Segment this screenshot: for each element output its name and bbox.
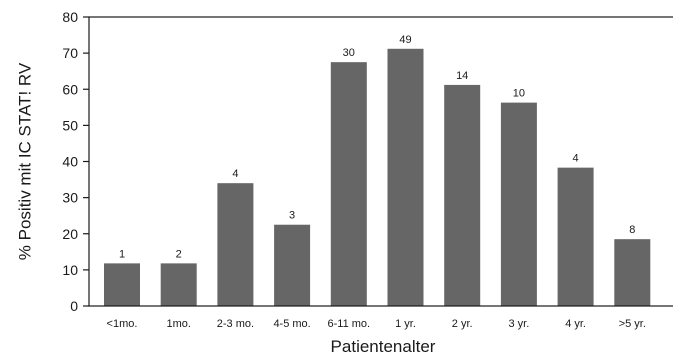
bar: [614, 239, 651, 306]
bar: [500, 102, 537, 307]
x-tick-label: 4 yr.: [565, 318, 586, 330]
bar: [104, 263, 140, 306]
x-tick-label: 6-11 mo.: [328, 318, 371, 330]
bar: [557, 167, 594, 306]
x-tick-label: 3 yr.: [509, 318, 530, 330]
data-label: 14: [456, 70, 468, 82]
y-tick-label: 30: [62, 190, 78, 206]
x-axis-title: Patientenalter: [331, 337, 436, 356]
x-tick-label: 1mo.: [166, 318, 190, 330]
x-tick-label: 2 yr.: [452, 318, 473, 330]
x-axis-tick-labels: <1mo. 1mo. 2-3 mo. 4-5 mo. 6-11 mo. 1 yr. 2 yr…: [107, 318, 646, 330]
y-tick-label: 20: [62, 226, 78, 242]
y-tick-label: 80: [62, 9, 78, 25]
y-tick-label: 70: [62, 45, 78, 61]
data-labels: 1 2 4 3 30 49 14 10 4 8: [119, 34, 635, 261]
data-label: 1: [119, 248, 125, 260]
data-label: 4: [232, 168, 238, 180]
bar: [387, 48, 424, 306]
data-label: 10: [513, 88, 525, 100]
bar: [330, 62, 367, 306]
y-tick-label: 50: [62, 117, 78, 133]
bars: [104, 48, 651, 307]
bar: [217, 183, 254, 306]
bar: [160, 263, 197, 306]
y-tick-label: 60: [62, 81, 78, 97]
data-label: 2: [176, 248, 182, 260]
y-tick-label: 0: [70, 298, 78, 314]
x-tick-label: 1 yr.: [395, 318, 416, 330]
y-tick-label: 40: [62, 154, 78, 170]
x-tick-label: 4-5 mo.: [273, 318, 310, 330]
bar: [274, 224, 311, 306]
y-tick-label: 10: [62, 262, 78, 278]
data-label: 4: [573, 153, 579, 165]
y-axis-title: % Positiv mit IC STAT! RV: [15, 62, 34, 260]
x-tick-label: >5 yr.: [619, 318, 646, 330]
x-tick-label: 2-3 mo.: [217, 318, 254, 330]
bar: [444, 84, 481, 306]
y-axis-ticks: 0 10 20 30 40 50 60 70 80: [62, 9, 89, 314]
data-label: 49: [399, 34, 411, 46]
data-label: 3: [289, 210, 295, 222]
data-label: 8: [629, 224, 635, 236]
x-tick-label: <1mo.: [107, 318, 138, 330]
plot-frame: [88, 16, 673, 307]
data-label: 30: [343, 47, 355, 59]
